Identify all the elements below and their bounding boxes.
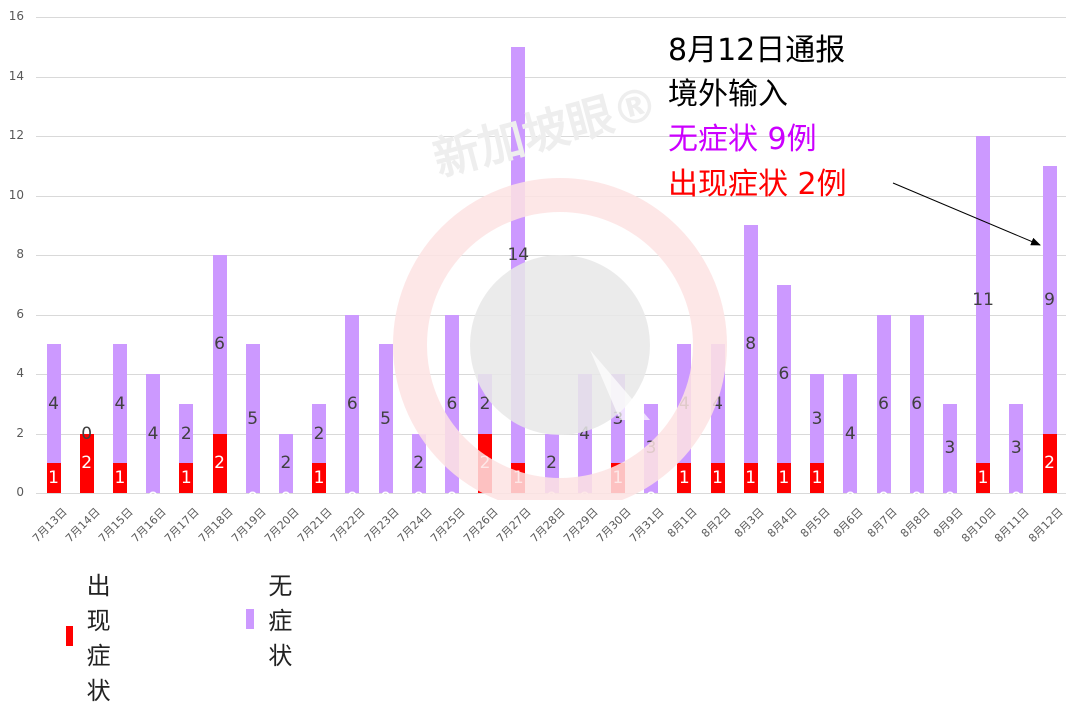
value-label-symptomatic: 0 bbox=[247, 489, 259, 509]
bar-symptomatic bbox=[46, 463, 61, 493]
gridline bbox=[36, 76, 1066, 78]
y-tick-label: 4 bbox=[16, 366, 24, 380]
gridline bbox=[36, 17, 1066, 18]
value-label-symptomatic: 1 bbox=[48, 468, 59, 489]
bar-asymptomatic bbox=[46, 344, 61, 464]
value-label-asymptomatic: 4 bbox=[114, 393, 126, 414]
value-label-symptomatic: 0 bbox=[844, 489, 856, 509]
y-tick-label: 14 bbox=[8, 68, 24, 83]
bar-asymptomatic bbox=[179, 403, 194, 464]
bar-asymptomatic bbox=[843, 374, 858, 493]
value-label-asymptomatic: 6 bbox=[346, 393, 358, 414]
legend-label: 无症状 bbox=[268, 572, 293, 670]
value-label-asymptomatic: 2 bbox=[313, 423, 325, 444]
value-label-symptomatic: 0 bbox=[878, 489, 889, 509]
y-tick-label: 10 bbox=[8, 187, 24, 202]
bar-asymptomatic bbox=[378, 344, 393, 493]
value-label-asymptomatic: 4 bbox=[147, 423, 159, 444]
bar-asymptomatic bbox=[876, 314, 891, 493]
value-label-symptomatic: 1 bbox=[977, 468, 989, 489]
bar-asymptomatic bbox=[1042, 165, 1057, 434]
value-label-asymptomatic: 9 bbox=[1044, 289, 1055, 310]
value-label-asymptomatic: 5 bbox=[380, 408, 391, 429]
value-label-symptomatic: 1 bbox=[313, 468, 325, 489]
value-label-symptomatic: 1 bbox=[180, 468, 192, 489]
bar-asymptomatic bbox=[942, 403, 957, 493]
bar-symptomatic bbox=[312, 463, 327, 493]
value-label-asymptomatic: 6 bbox=[214, 334, 225, 355]
y-tick-label: 2 bbox=[16, 425, 24, 440]
value-label-asymptomatic: 6 bbox=[911, 393, 923, 414]
value-label-asymptomatic: 4 bbox=[844, 423, 856, 444]
annotation-title: 8月12日通报 bbox=[668, 33, 846, 68]
value-label-asymptomatic: 0 bbox=[81, 423, 93, 444]
value-label-symptomatic: 1 bbox=[745, 468, 757, 489]
y-tick-label: 12 bbox=[8, 128, 24, 142]
annotation-asymptomatic: 无症状 9例 bbox=[668, 122, 817, 157]
bar-asymptomatic bbox=[345, 314, 360, 493]
value-label-asymptomatic: 3 bbox=[944, 438, 956, 459]
value-label-asymptomatic: 3 bbox=[811, 408, 823, 429]
value-label-symptomatic: 2 bbox=[81, 453, 93, 474]
annotation-symptomatic: 出现症状 2例 bbox=[668, 167, 847, 202]
bar-asymptomatic bbox=[146, 374, 161, 493]
value-label-asymptomatic: 2 bbox=[180, 423, 192, 444]
value-label-symptomatic: 0 bbox=[1010, 489, 1022, 509]
bar-asymptomatic bbox=[743, 225, 758, 464]
bar-symptomatic bbox=[179, 463, 194, 493]
value-label-asymptomatic: 2 bbox=[280, 453, 292, 474]
bar-asymptomatic bbox=[1009, 403, 1024, 493]
bar-asymptomatic bbox=[112, 344, 127, 464]
bar-asymptomatic bbox=[312, 403, 327, 464]
value-label-asymptomatic: 6 bbox=[778, 364, 790, 384]
value-label-symptomatic: 0 bbox=[280, 489, 292, 509]
bar-asymptomatic bbox=[212, 255, 227, 434]
y-tick-label: 8 bbox=[16, 247, 24, 261]
value-label-symptomatic: 0 bbox=[380, 489, 391, 509]
bar-asymptomatic bbox=[776, 284, 791, 464]
bar-symptomatic bbox=[1042, 433, 1057, 493]
legend-swatch-purple bbox=[246, 608, 255, 629]
bar-asymptomatic bbox=[810, 374, 825, 464]
value-label-asymptomatic: 6 bbox=[878, 393, 889, 414]
value-label-symptomatic: 0 bbox=[911, 489, 923, 509]
value-label-symptomatic: 0 bbox=[944, 489, 956, 509]
value-label-asymptomatic: 4 bbox=[48, 393, 59, 414]
y-tick-label: 0 bbox=[16, 485, 24, 499]
bar-asymptomatic bbox=[909, 314, 924, 493]
value-label-symptomatic: 1 bbox=[114, 468, 126, 489]
legend-swatch-red bbox=[66, 626, 73, 646]
value-label-symptomatic: 1 bbox=[778, 468, 790, 489]
annotation-arrow bbox=[892, 182, 1041, 246]
value-label-asymptomatic: 8 bbox=[745, 334, 757, 355]
value-label-symptomatic: 0 bbox=[147, 489, 159, 509]
bar-symptomatic bbox=[743, 463, 758, 493]
bar-symptomatic bbox=[79, 433, 94, 493]
annotation-subtitle: 境外输入 bbox=[668, 77, 788, 112]
value-label-asymptomatic: 3 bbox=[1010, 438, 1022, 459]
bar-symptomatic bbox=[212, 433, 227, 493]
value-label-symptomatic: 2 bbox=[1044, 453, 1055, 474]
legend-label: 出现症状 bbox=[86, 572, 111, 705]
bar-asymptomatic bbox=[278, 433, 293, 493]
value-label-symptomatic: 2 bbox=[214, 453, 225, 474]
y-tick-label: 16 bbox=[8, 9, 24, 23]
bar-asymptomatic bbox=[245, 344, 260, 493]
legend-item-symptomatic: 出现症状 bbox=[66, 566, 122, 706]
value-label-symptomatic: 0 bbox=[346, 489, 358, 509]
value-label-asymptomatic: 5 bbox=[247, 408, 259, 429]
bar-asymptomatic bbox=[976, 136, 991, 464]
value-label-symptomatic: 1 bbox=[811, 468, 823, 489]
bar-symptomatic bbox=[976, 463, 991, 493]
gridline bbox=[36, 136, 1066, 137]
bar-symptomatic bbox=[776, 463, 791, 493]
y-tick-label: 6 bbox=[16, 306, 24, 321]
bar-symptomatic bbox=[810, 463, 825, 493]
value-label-asymptomatic: 11 bbox=[972, 289, 994, 310]
legend-item-asymptomatic: 无症状 bbox=[246, 566, 302, 671]
bar-symptomatic bbox=[112, 463, 127, 493]
